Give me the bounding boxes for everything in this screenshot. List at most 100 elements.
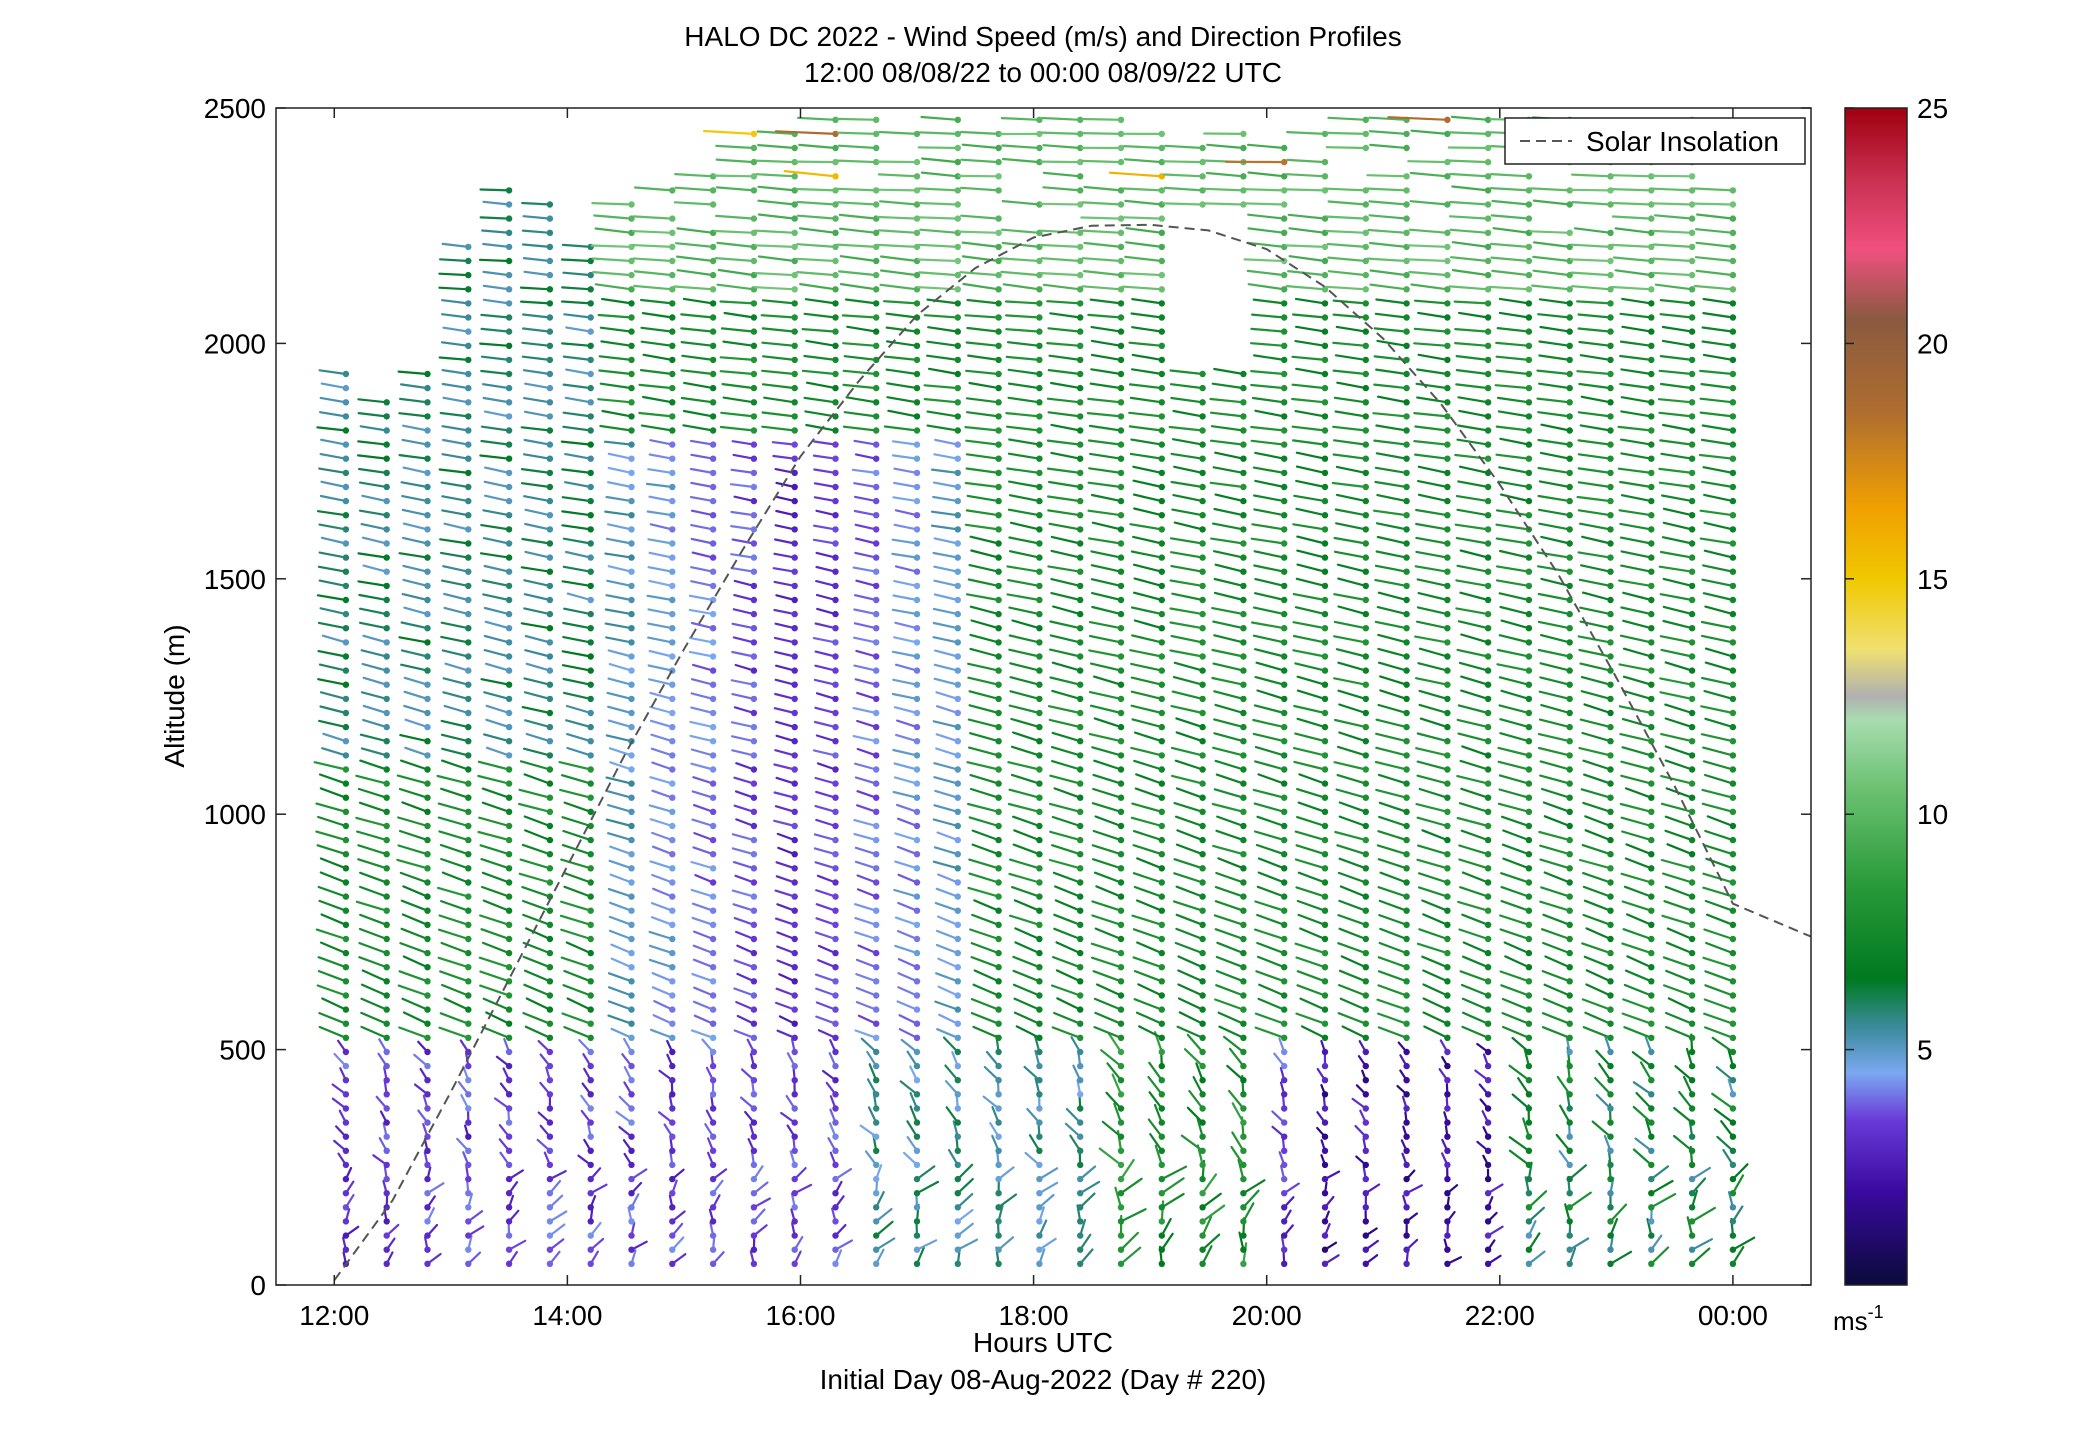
wind-barb-point [1281,964,1287,970]
wind-barb [321,859,346,869]
wind-barb-point [1281,1218,1287,1224]
wind-barb-point [1077,780,1083,786]
wind-barb [1132,706,1162,713]
wind-barb [1050,313,1080,317]
wind-barb [1461,677,1488,685]
wind-barb [563,665,591,670]
wind-barb-point [1159,1035,1165,1041]
wind-barb [970,705,999,713]
wind-barb-point [1118,879,1124,885]
wind-barb [485,608,509,614]
wind-barb-point [792,738,798,744]
wind-barb [967,412,999,416]
wind-barb-point [1485,1148,1491,1154]
wind-barb-point [1607,1162,1613,1168]
wind-barb-point [1281,512,1287,518]
wind-barb-point [547,908,553,914]
wind-barb [927,356,958,360]
wind-barb-point [1526,413,1532,419]
wind-barb [1418,846,1447,855]
wind-barb-point [710,1077,716,1083]
wind-barb-point [1077,865,1083,871]
wind-barb-point [1526,597,1532,603]
wind-barb-point [751,540,757,546]
wind-barb-point [955,752,961,758]
wind-barb-point [1036,569,1042,575]
wind-barb-point [1118,498,1124,504]
wind-barb-point [1118,766,1124,772]
wind-barb [1091,369,1121,374]
wind-barb-point [710,1006,716,1012]
wind-barb-point [343,456,349,462]
wind-barb-point [1077,1105,1083,1111]
wind-barb [1050,622,1080,629]
wind-barb-point [669,1176,675,1182]
wind-barb-point [792,922,798,928]
wind-barb [1456,608,1488,614]
wind-barb [1420,649,1448,657]
wind-barb-point [628,540,634,546]
wind-barb-point [547,837,553,843]
wind-barb-point [547,710,553,716]
wind-barb-point [995,625,1001,631]
wind-barb-point [955,653,961,659]
wind-barb-point [1485,696,1491,702]
wind-barb [1419,495,1447,501]
wind-barb-point [1567,1091,1573,1097]
wind-barb [601,341,631,345]
wind-barb-point [1444,795,1450,801]
wind-barb-point [1077,456,1083,462]
wind-barb-point [1403,512,1409,518]
wind-barb [444,678,469,684]
wind-barb-point [955,484,961,490]
wind-barb-point [1077,343,1083,349]
wind-barb [1215,579,1244,586]
wind-barb [1457,496,1488,501]
wind-barb-point [547,936,553,942]
wind-barb [1044,145,1081,148]
wind-barb-point [547,512,553,518]
wind-barb-point [1077,1218,1083,1224]
wind-barb-point [384,837,390,843]
wind-barb [1132,635,1162,642]
wind-barb-point [710,1063,716,1069]
wind-barb-point [1322,964,1328,970]
wind-barb-point [1322,173,1328,179]
wind-barb [1577,301,1610,303]
wind-barb-point [1526,484,1532,490]
wind-barb [399,413,427,416]
wind-barb-point [873,583,879,589]
wind-barb-point [506,710,512,716]
wind-barb [1338,579,1366,586]
wind-barb-point [628,1190,634,1196]
wind-barb [1538,412,1569,416]
wind-barb-point [1159,540,1165,546]
wind-barb-point [792,837,798,843]
wind-barb [1541,860,1570,869]
wind-barb [443,566,468,572]
wind-barb-point [1281,526,1287,532]
wind-barb-point [424,1105,430,1111]
wind-barb [607,497,632,501]
wind-barb [1418,663,1447,670]
wind-barb-point [1240,809,1246,815]
wind-barb-point [955,1077,961,1083]
wind-barb [1626,788,1651,797]
wind-barb-point [547,498,553,504]
wind-barb-point [1444,1247,1450,1253]
wind-barb-point [832,385,838,391]
wind-barb [363,538,387,544]
wind-barb-point [1567,512,1573,518]
wind-barb [1420,789,1448,798]
wind-barb [1132,678,1162,685]
wind-barb-point [1607,823,1613,829]
wind-barb [1002,272,1040,275]
wind-barb-point [1036,1204,1042,1210]
wind-barb-point [628,851,634,857]
wind-barb-point [384,795,390,801]
wind-barb-point [343,1162,349,1168]
wind-barb [1460,467,1488,473]
wind-barb [1502,621,1529,629]
wind-barb-point [955,1148,961,1154]
wind-barb [959,232,999,233]
